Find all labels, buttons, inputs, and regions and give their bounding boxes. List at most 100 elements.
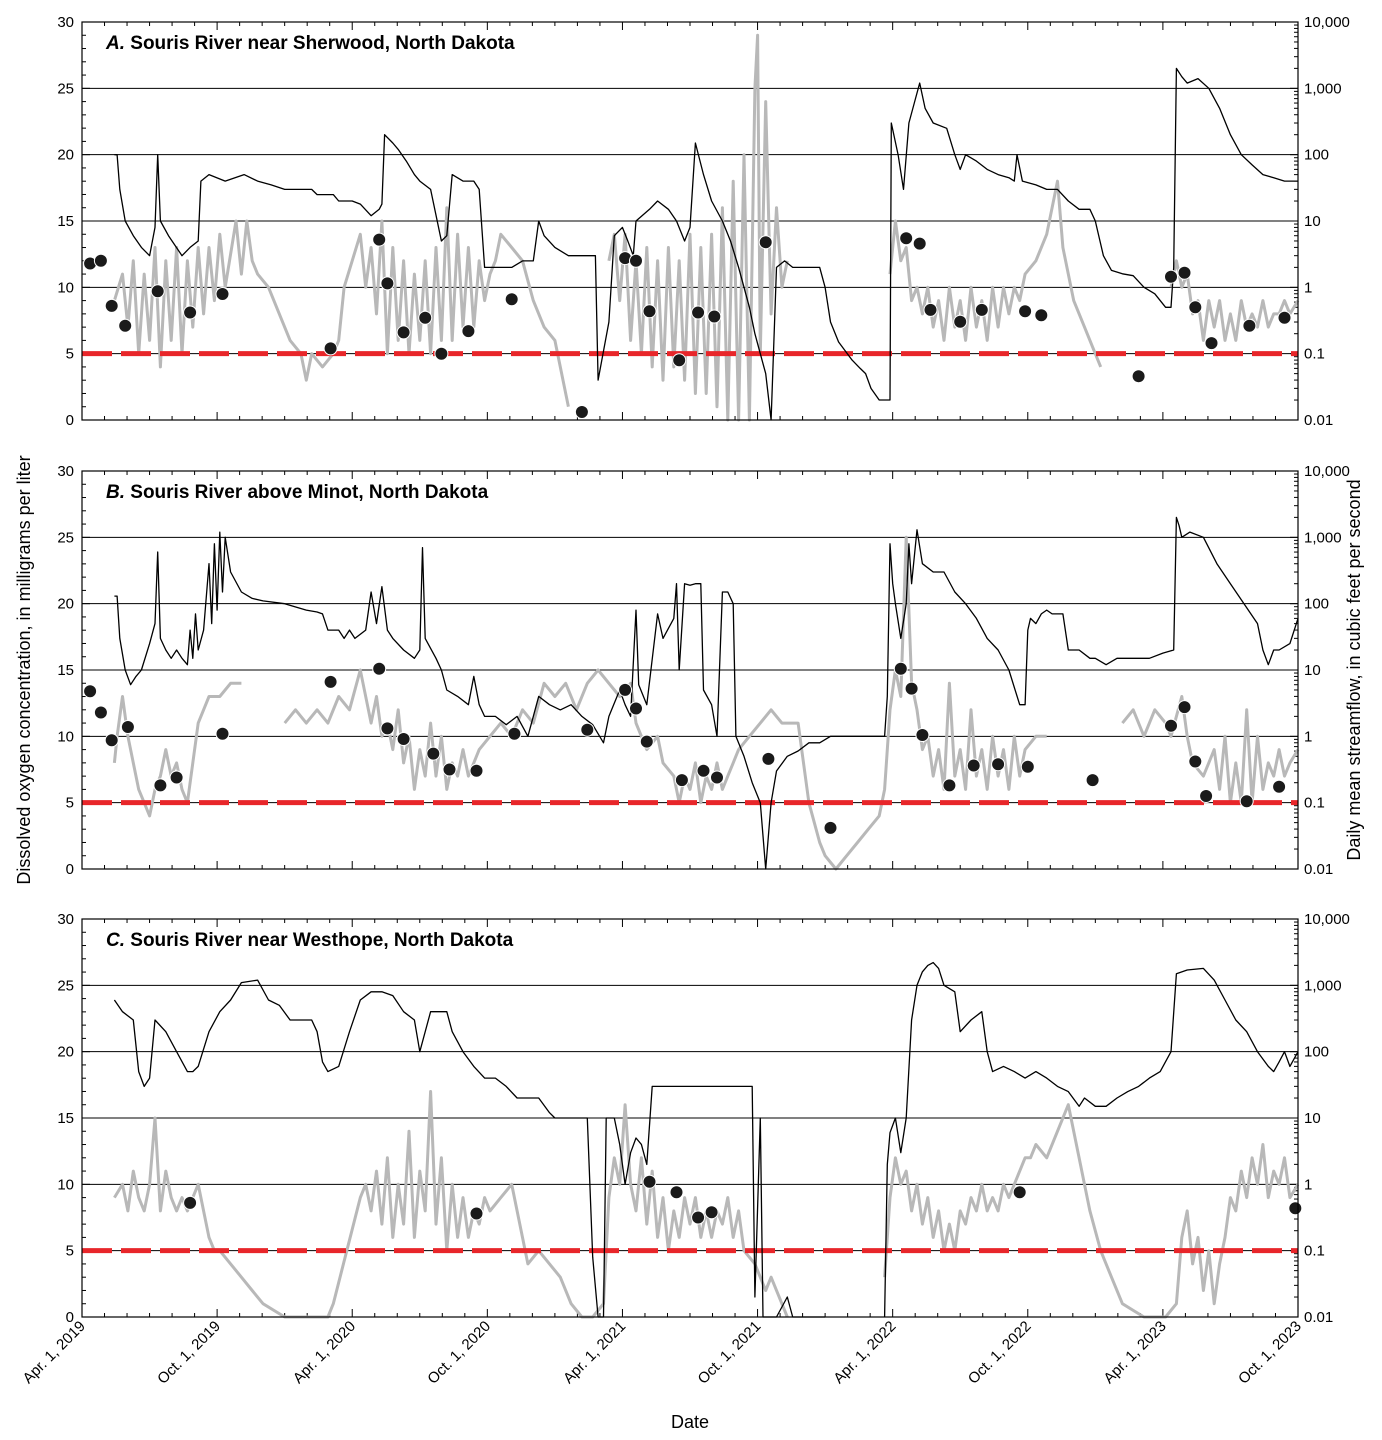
panel-title-text: Souris River above Minot, North Dakota: [125, 482, 489, 503]
dissolved-oxygen-line: [888, 179, 1103, 368]
sample-point: [580, 722, 595, 737]
sample-point: [1085, 773, 1100, 788]
sample-point: [974, 302, 989, 317]
panel-title: A. Souris River near Sherwood, North Dak…: [105, 33, 515, 54]
left-tick-label: 30: [57, 14, 74, 31]
right-tick-label: 100: [1304, 596, 1329, 613]
right-tick-label: 0.1: [1304, 1243, 1325, 1260]
left-tick-label: 5: [66, 1243, 74, 1260]
sample-point: [169, 770, 184, 785]
sample-point: [966, 758, 981, 773]
right-tick-label: 10: [1304, 213, 1321, 230]
panels-layer: 0 5 10 15 20 25 30 0.01 0.1 1 10 100 1,000 10,000 A. S…: [57, 14, 1350, 1326]
sample-point: [1188, 754, 1203, 769]
sample-point: [1239, 794, 1254, 809]
sample-point: [323, 341, 338, 356]
sample-point: [372, 661, 387, 676]
sample-point: [1277, 310, 1292, 325]
sample-point: [618, 682, 633, 697]
sample-point: [707, 309, 722, 324]
sample-point: [442, 762, 457, 777]
sample-point: [691, 305, 706, 320]
left-tick-label: 25: [57, 80, 74, 97]
dissolved-oxygen-line: [883, 1103, 1300, 1319]
panel-letter: A.: [105, 33, 125, 54]
right-tick-label: 1,000: [1304, 977, 1342, 994]
sample-point: [150, 284, 165, 299]
dissolved-oxygen-line: [607, 33, 789, 422]
sample-point: [215, 287, 230, 301]
sample-point: [323, 674, 338, 689]
sample-point: [1188, 300, 1203, 315]
sample-point: [93, 253, 108, 268]
right-tick-label: 1: [1304, 728, 1312, 745]
sample-point: [1018, 304, 1033, 319]
sample-point: [1242, 318, 1257, 333]
sample-point: [642, 304, 657, 319]
sample-point: [642, 1174, 657, 1189]
sample-point: [912, 236, 927, 251]
dissolved-oxygen-line: [113, 1090, 789, 1319]
right-tick-label: 0.01: [1304, 1309, 1333, 1326]
sample-point: [120, 720, 135, 734]
left-tick-label: 0: [66, 412, 74, 429]
sample-point: [83, 684, 98, 699]
sample-point: [1177, 700, 1192, 715]
sample-point: [710, 770, 724, 785]
panel-title: C. Souris River near Westhope, North Dak…: [106, 930, 514, 951]
dissolved-oxygen-line: [1121, 695, 1300, 805]
sample-point: [426, 746, 441, 761]
streamflow-line: [114, 516, 1299, 870]
x-tick-label: Apr. 1, 2020: [290, 1318, 359, 1387]
right-tick-label: 0.01: [1304, 861, 1333, 878]
sample-point: [183, 305, 198, 320]
dissolved-oxygen-line: [283, 535, 1047, 871]
panel-title-text: Souris River near Westhope, North Dakota: [125, 930, 514, 951]
sample-point: [1204, 336, 1219, 351]
right-tick-label: 10,000: [1304, 911, 1350, 928]
panel-title: B. Souris River above Minot, North Dakot…: [106, 482, 489, 503]
sample-point: [629, 701, 643, 716]
left-tick-label: 15: [57, 662, 74, 679]
sample-point: [461, 324, 476, 339]
sample-point: [761, 751, 776, 766]
sample-point: [629, 253, 643, 268]
sample-point: [396, 732, 411, 746]
x-tick-label: Oct. 1, 2021: [695, 1318, 765, 1388]
sample-point: [953, 314, 968, 329]
sample-point: [1020, 759, 1035, 774]
left-tick-label: 5: [66, 795, 74, 812]
left-tick-label: 20: [57, 1044, 74, 1061]
right-tick-label: 10: [1304, 662, 1321, 679]
right-tick-label: 10,000: [1304, 463, 1350, 480]
sample-point: [1272, 779, 1287, 794]
right-tick-label: 100: [1304, 147, 1329, 164]
sample-point: [380, 276, 395, 291]
sample-point: [1131, 369, 1146, 384]
sample-point: [899, 231, 914, 246]
sample-point: [672, 353, 687, 368]
sample-point: [93, 705, 108, 720]
left-tick-label: 15: [57, 213, 74, 230]
sample-point: [758, 235, 773, 250]
sample-point: [418, 310, 433, 325]
sample-point: [104, 298, 119, 313]
x-tick-label: Apr. 1, 2022: [830, 1318, 899, 1387]
panel-2: 0 5 10 15 20 25 30 0.01 0.1 1 10 100 1,000 10,000 B. S…: [57, 463, 1350, 878]
sample-point: [372, 232, 387, 247]
right-tick-label: 100: [1304, 1044, 1329, 1061]
sample-point: [1288, 1201, 1303, 1216]
x-tick-label: Apr. 1, 2019: [20, 1318, 89, 1387]
sample-point: [691, 1210, 706, 1225]
left-tick-label: 10: [57, 1176, 74, 1193]
sample-point: [118, 318, 133, 333]
sample-point: [1164, 718, 1178, 733]
left-tick-label: 30: [57, 911, 74, 928]
sample-point: [904, 681, 919, 696]
sample-point: [183, 1195, 198, 1210]
plot-frame: [81, 21, 1299, 421]
sample-point: [1177, 265, 1192, 280]
panel-letter: C.: [106, 930, 125, 951]
sample-point: [942, 778, 957, 793]
left-tick-label: 5: [66, 346, 74, 363]
